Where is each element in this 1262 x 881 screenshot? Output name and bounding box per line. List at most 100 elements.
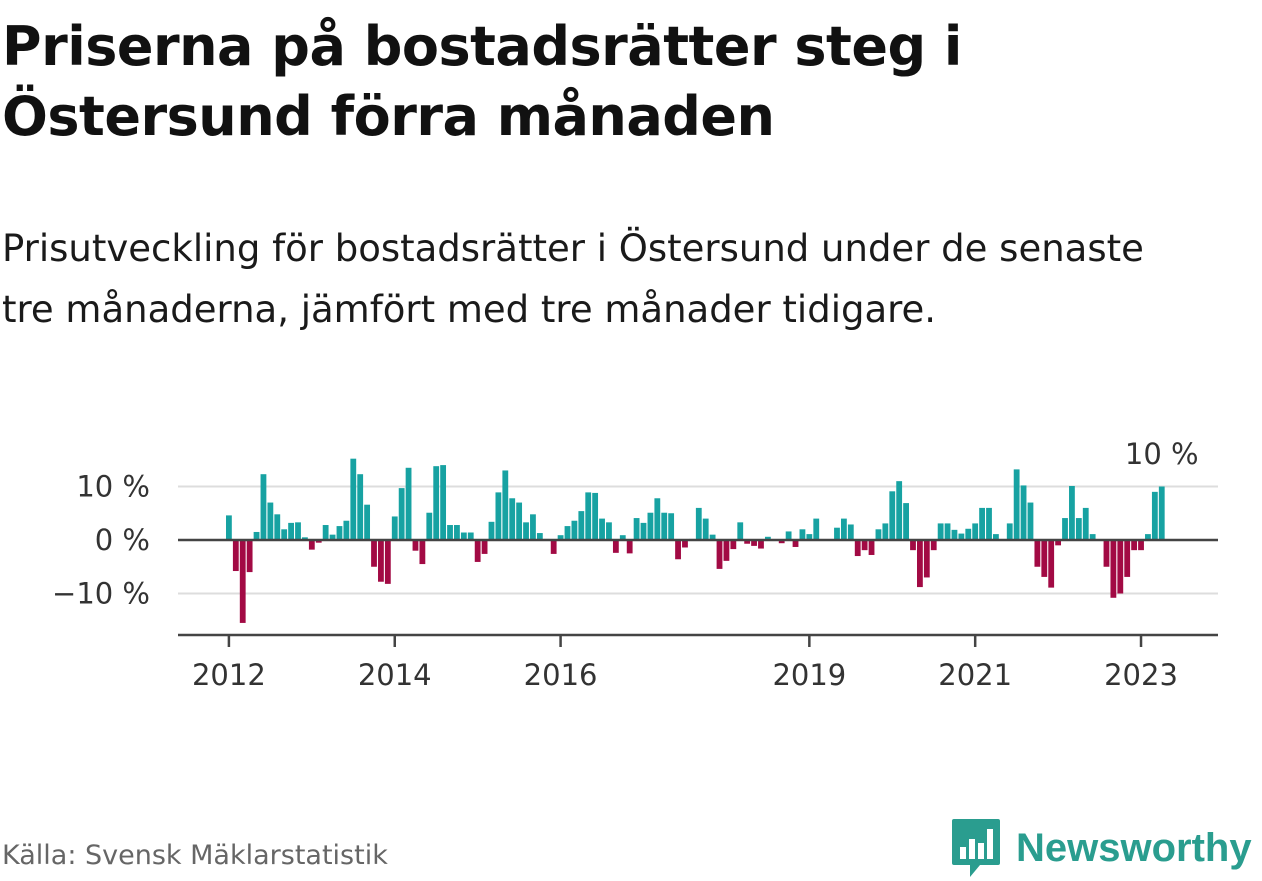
bar [695,507,702,540]
bar [1124,540,1131,577]
bar [682,540,688,548]
bar [564,526,571,540]
annotations: 10 % [1125,437,1199,471]
bar [640,522,647,540]
bar [937,523,944,540]
bar [405,467,412,540]
bar [315,540,322,543]
bar [343,520,350,540]
bar [267,502,274,540]
bar [253,531,260,540]
bar [440,465,447,540]
x-tick-label: 2023 [1104,658,1178,692]
bar [1158,486,1165,540]
bar [523,522,529,540]
bar [965,528,972,540]
bar [944,523,951,540]
bar [979,507,985,540]
bar [578,511,585,540]
bar [592,492,599,540]
bar [758,540,764,549]
bar [509,498,516,540]
brand-name: Newsworthy [1016,825,1252,870]
bar [329,534,336,540]
bar [612,540,619,553]
bar-chart-speech-bubble-icon [952,819,1000,877]
bar [792,540,799,547]
bar [371,540,377,567]
bar [716,540,723,569]
bar [1027,502,1034,540]
bar [350,458,357,540]
bar [923,540,930,578]
bar [903,503,909,540]
bar [813,518,820,540]
bar [1145,534,1151,540]
bar [910,540,916,551]
bar [840,518,847,540]
bar [336,526,343,540]
bar [481,540,488,554]
bar [488,521,495,540]
bar [806,534,813,540]
y-tick-label: 0 % [95,523,150,557]
bar [322,525,329,540]
x-axis: 2012 2014 2016 2019 2021 2023 [178,633,1218,692]
bar [516,502,523,540]
bar [550,540,557,554]
bar [751,540,757,546]
bar [1151,491,1158,540]
bar [1041,540,1048,577]
bar [585,492,592,540]
bar [357,474,364,540]
bar [502,470,509,540]
bar [868,540,875,555]
bar [302,537,308,540]
x-tick-label: 2016 [524,658,598,692]
bar [467,532,474,540]
bar [460,532,467,540]
bar [384,540,391,584]
bar [1110,540,1117,598]
bar [847,524,854,540]
bar [536,533,543,541]
bar [737,522,744,540]
bar [633,518,640,540]
bar [1082,507,1089,540]
bar [364,504,371,540]
x-tick-label: 2012 [192,658,266,692]
bar [419,540,426,565]
bar [239,540,246,623]
source-note: Källa: Svensk Mäklarstatistik [2,840,388,871]
bar [951,529,958,540]
bar [412,540,419,551]
bar [295,522,301,540]
bar [861,540,868,551]
bar [709,534,716,540]
bar [1013,469,1020,540]
bar [1089,534,1096,540]
bar [454,525,460,540]
bar [281,529,288,540]
bar [599,518,605,540]
bar [702,518,709,540]
bar [958,533,965,540]
bar [260,474,267,540]
bar-chart: −10 % 0 % 10 % 2012 2014 2016 2019 2021 2023 10… [52,437,1218,692]
bar [1062,518,1068,540]
bar [785,531,792,540]
bar [661,512,668,540]
bar [1055,540,1062,546]
y-axis-ticks: −10 % 0 % 10 % [52,470,150,611]
bar [834,527,840,540]
bar [474,540,481,562]
bar [1131,540,1138,551]
bar [675,540,681,560]
bar [917,540,923,588]
bar [1034,540,1041,567]
bars [226,458,1165,623]
bar [433,466,440,540]
bar [854,540,861,557]
y-tick-label: 10 % [76,470,150,504]
brand-logo: Newsworthy [950,815,1252,881]
